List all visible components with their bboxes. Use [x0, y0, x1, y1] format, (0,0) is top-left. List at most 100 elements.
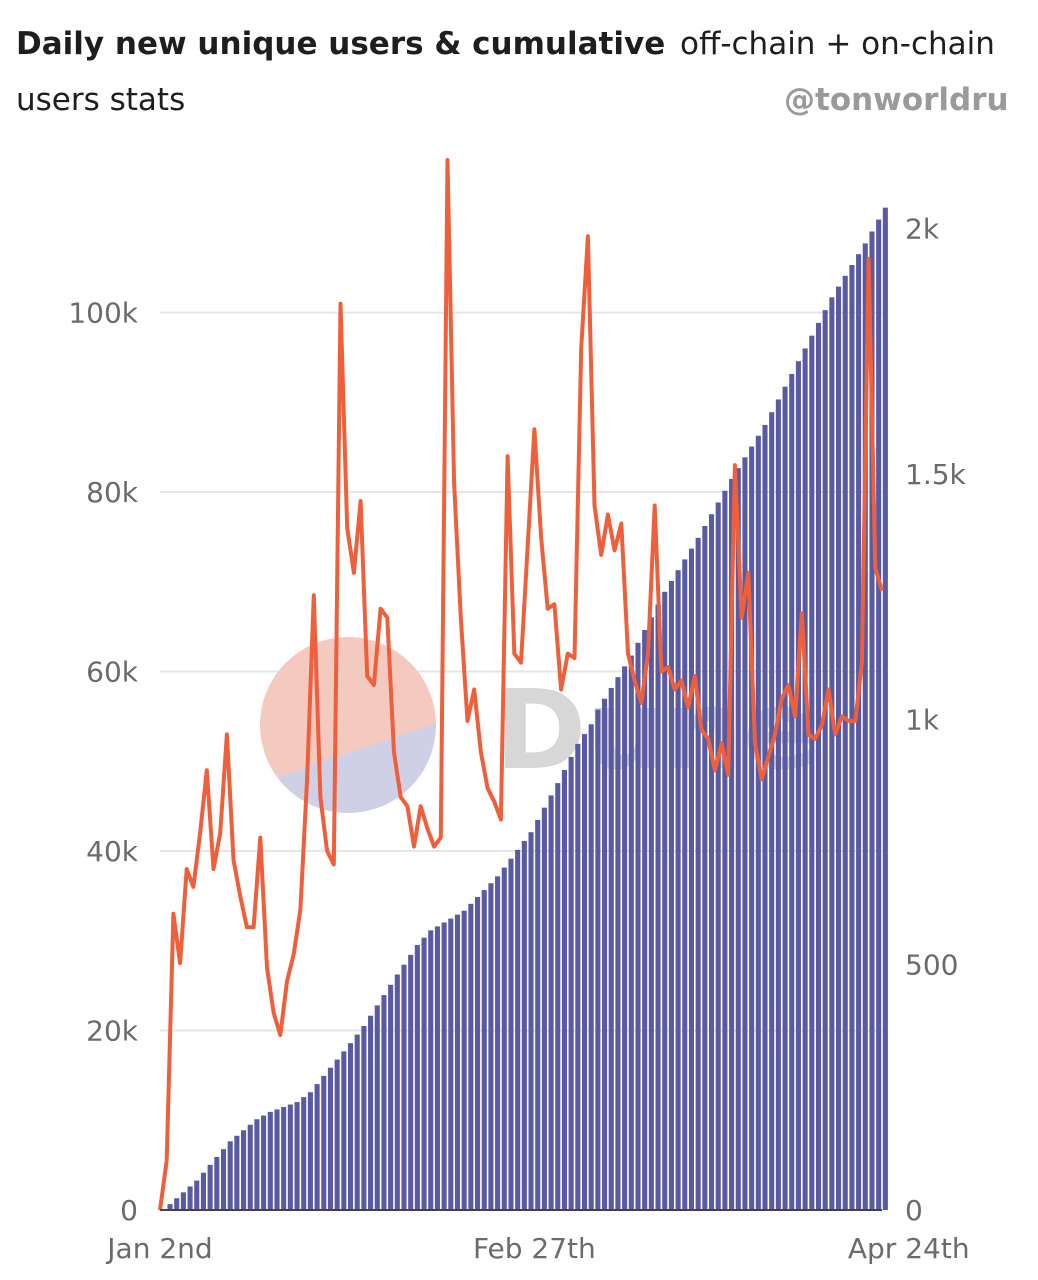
- cumulative-bar: [775, 399, 781, 1211]
- cumulative-bar: [635, 642, 641, 1210]
- cumulative-bar: [421, 937, 427, 1210]
- x-axis-tick-label: Apr 24th: [848, 1232, 970, 1265]
- cumulative-bar: [434, 926, 440, 1210]
- cumulative-bar: [715, 502, 721, 1210]
- cumulative-bar: [167, 1204, 173, 1210]
- cumulative-bar: [274, 1109, 280, 1210]
- cumulative-bar: [361, 1026, 367, 1210]
- cumulative-bar: [481, 890, 487, 1210]
- cumulative-bar: [682, 559, 688, 1210]
- cumulative-bar: [388, 984, 394, 1210]
- cumulative-bar: [334, 1059, 340, 1210]
- cumulative-bar: [655, 604, 661, 1210]
- cumulative-bar: [702, 526, 708, 1210]
- cumulative-bar: [675, 570, 681, 1210]
- cumulative-bars: [167, 207, 888, 1211]
- cumulative-bar: [769, 412, 775, 1210]
- cumulative-bar: [294, 1102, 300, 1210]
- left-axis-tick-label: 0: [120, 1194, 138, 1227]
- cumulative-bar: [301, 1097, 307, 1210]
- cumulative-bar: [742, 457, 748, 1211]
- cumulative-bar: [207, 1164, 213, 1210]
- left-axis-tick-label: 80k: [86, 476, 139, 509]
- cumulative-bar: [495, 876, 501, 1210]
- cumulative-bar: [668, 580, 674, 1210]
- cumulative-bar: [200, 1172, 206, 1210]
- cumulative-bar: [555, 783, 561, 1210]
- cumulative-bar: [622, 666, 628, 1210]
- cumulative-bar: [241, 1130, 247, 1210]
- cumulative-bar: [408, 954, 414, 1210]
- cumulative-bar: [368, 1015, 374, 1210]
- cumulative-bar: [454, 914, 461, 1210]
- cumulative-bar: [174, 1198, 180, 1210]
- cumulative-bar: [782, 386, 788, 1210]
- cumulative-bar: [749, 446, 755, 1210]
- cumulative-bar: [568, 756, 574, 1210]
- cumulative-bar: [347, 1043, 354, 1210]
- left-axis-tick-label: 100k: [68, 297, 138, 330]
- cumulative-bar: [595, 709, 601, 1210]
- cumulative-bar: [602, 698, 608, 1210]
- cumulative-bar: [515, 849, 521, 1210]
- chart-subtitle: off-chain + on-chain: [680, 26, 995, 62]
- cumulative-bar: [488, 883, 494, 1210]
- cumulative-bar: [541, 807, 547, 1210]
- cumulative-bar: [548, 795, 554, 1210]
- cumulative-bar: [341, 1051, 347, 1210]
- cumulative-bar: [809, 335, 815, 1211]
- cumulative-bar: [227, 1141, 233, 1210]
- cumulative-bar: [314, 1084, 320, 1210]
- cumulative-bar: [381, 995, 387, 1210]
- cumulative-bar: [461, 910, 467, 1210]
- cumulative-bar: [829, 297, 835, 1210]
- cumulative-bar: [762, 424, 768, 1211]
- right-axis-tick-label: 0: [905, 1194, 923, 1227]
- cumulative-bar: [575, 743, 581, 1210]
- cumulative-bar: [327, 1067, 334, 1210]
- cumulative-bar: [608, 687, 614, 1210]
- cumulative-bar: [214, 1157, 220, 1210]
- cumulative-bar: [836, 286, 842, 1211]
- cumulative-bar: [448, 918, 454, 1210]
- cumulative-bar: [588, 724, 594, 1210]
- cumulative-bar: [521, 841, 527, 1210]
- cumulative-bar: [247, 1124, 253, 1210]
- cumulative-bar: [862, 243, 868, 1211]
- cumulative-bar: [394, 974, 400, 1210]
- cumulative-bar: [441, 922, 447, 1210]
- cumulative-bar: [401, 964, 407, 1210]
- cumulative-bar: [354, 1034, 360, 1210]
- cumulative-bar: [428, 930, 434, 1210]
- chart-title-line2: users stats: [16, 82, 186, 118]
- axes: 0 20k 40k 60k 80k 100k 0 500 1k 1.5k 2k Jan 2nd Feb …: [68, 213, 969, 1265]
- cumulative-bar: [281, 1106, 287, 1210]
- cumulative-bar: [501, 867, 507, 1210]
- cumulative-bar: [729, 478, 735, 1210]
- cumulative-bar: [261, 1115, 267, 1210]
- cumulative-bar: [722, 490, 728, 1210]
- cumulative-bar: [414, 945, 420, 1210]
- right-axis-tick-label: 2k: [905, 213, 940, 246]
- cumulative-bar: [254, 1119, 260, 1210]
- cumulative-bar: [708, 514, 715, 1210]
- cumulative-bar: [321, 1075, 327, 1210]
- cumulative-bar: [882, 207, 888, 1210]
- cumulative-bar: [648, 617, 654, 1210]
- cumulative-bar: [561, 770, 567, 1210]
- x-axis-tick-label: Jan 2nd: [105, 1232, 212, 1265]
- cumulative-bar: [475, 896, 481, 1210]
- cumulative-bar: [187, 1186, 193, 1210]
- cumulative-bar: [194, 1180, 200, 1210]
- cumulative-bar: [468, 903, 474, 1210]
- left-axis-tick-label: 60k: [86, 656, 139, 689]
- cumulative-bar: [789, 373, 795, 1210]
- x-axis-tick-label: Feb 27th: [473, 1232, 596, 1265]
- cumulative-bar: [869, 231, 875, 1210]
- cumulative-bar: [856, 254, 862, 1210]
- cumulative-bar: [802, 348, 808, 1210]
- right-axis-tick-label: 1k: [905, 703, 940, 736]
- cumulative-bar: [180, 1192, 186, 1210]
- left-axis-tick-label: 40k: [86, 835, 139, 868]
- cumulative-bar: [528, 832, 534, 1210]
